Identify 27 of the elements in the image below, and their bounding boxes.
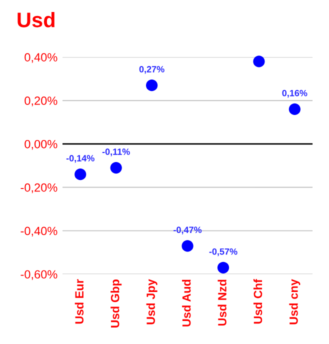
data-label: 0,27%: [139, 66, 164, 74]
point: [182, 240, 194, 252]
x-tick-label: Usd Gbp: [110, 280, 122, 328]
y-tick-label: -0,40%: [20, 226, 58, 237]
chart-title: Usd: [18, 12, 54, 28]
y-tick-label: 0,40%: [24, 53, 58, 63]
data-label: 0,16%: [282, 90, 308, 98]
x-tick-label: Usd Aud: [182, 280, 191, 326]
point: [110, 162, 122, 174]
y-tick-label: -0,20%: [20, 183, 58, 194]
y-tick-label: 0,00%: [24, 140, 58, 150]
point: [217, 262, 230, 274]
point: [146, 80, 158, 92]
data-label: -0,47%: [174, 226, 202, 234]
x-tick-label: Usd cny: [289, 279, 300, 324]
data-label: -0,14%: [66, 155, 94, 163]
point: [74, 168, 86, 180]
y-tick-label: 0,20%: [24, 96, 58, 106]
x-tick-label: Usd Jpy: [146, 279, 158, 324]
point: [253, 56, 265, 68]
data-label: -0,57%: [209, 248, 238, 256]
point: [288, 103, 300, 116]
x-tick-label: Usd Eur: [74, 279, 84, 324]
x-tick-label: Usd Chf: [253, 279, 262, 324]
x-tick-label: Usd Nzd: [218, 280, 226, 326]
y-tick-label: -0,60%: [20, 270, 58, 280]
data-label: -0,11%: [102, 148, 130, 156]
